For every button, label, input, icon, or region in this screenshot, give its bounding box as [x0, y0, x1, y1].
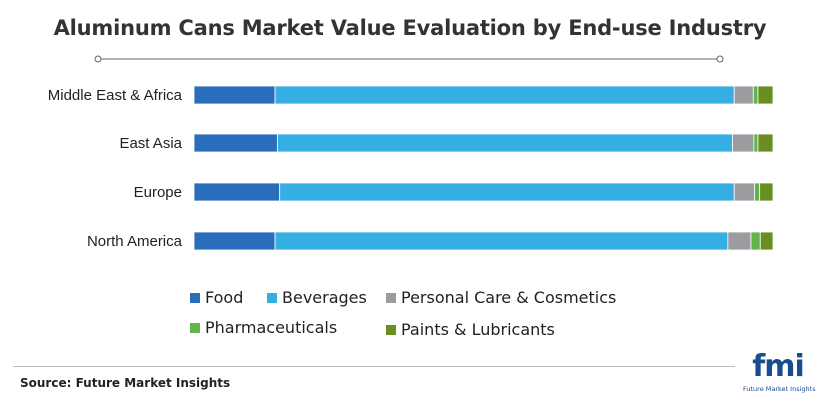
bar-segment	[759, 231, 774, 251]
title-underline	[94, 55, 724, 63]
source-note: Source: Future Market Insights	[20, 376, 231, 390]
legend-swatch	[190, 292, 200, 303]
legend-label: Paints & Lubricants	[401, 320, 555, 339]
bar-segment	[753, 133, 759, 153]
logo-mark: fmi	[752, 349, 805, 384]
bar-segment	[274, 85, 735, 105]
bar-segment	[752, 85, 759, 105]
bar-segment	[759, 182, 774, 202]
bar-segment	[750, 231, 761, 251]
chart-title: Aluminum Cans Market Value Evaluation by…	[53, 16, 767, 40]
legend-label: Food	[205, 288, 244, 307]
legend-item: Personal Care & Cosmetics	[386, 288, 616, 307]
legend-swatch	[190, 322, 200, 333]
bar-segment	[193, 231, 276, 251]
bar-segment	[276, 133, 733, 153]
logo-tagline: Future Market Insights	[743, 385, 816, 393]
legend-swatch	[386, 292, 396, 303]
bar-segment	[732, 133, 755, 153]
category-label: Middle East & Africa	[48, 87, 183, 104]
bar-segment	[733, 85, 754, 105]
legend-item: Paints & Lubricants	[386, 320, 555, 339]
bar-segment	[193, 182, 281, 202]
legend-swatch	[267, 292, 277, 303]
footer-divider	[13, 366, 735, 367]
legend-label: Beverages	[282, 288, 367, 307]
legend-label: Personal Care & Cosmetics	[401, 288, 617, 307]
bar-segment	[757, 133, 774, 153]
bar-segment	[757, 85, 774, 105]
bar-segment	[733, 182, 755, 202]
legend-item: Pharmaceuticals	[190, 318, 337, 337]
category-label: Europe	[134, 184, 182, 201]
legend-label: Pharmaceuticals	[205, 318, 338, 337]
category-label: North America	[87, 233, 183, 250]
bar-segment	[274, 231, 729, 251]
bar-segment	[754, 182, 761, 202]
stacked-bar-chart: Middle East & Africa East Asia Europe North…	[48, 85, 774, 251]
bar-segment	[279, 182, 735, 202]
legend-swatch	[386, 324, 396, 335]
category-label: East Asia	[119, 135, 182, 152]
legend-item: Food	[190, 288, 243, 307]
bar-segment	[193, 133, 278, 153]
bar-segment	[193, 85, 276, 105]
bar-segment	[727, 231, 752, 251]
legend-item: Beverages	[267, 288, 367, 307]
fmi-logo: fmi Future Market Insights	[743, 349, 816, 396]
